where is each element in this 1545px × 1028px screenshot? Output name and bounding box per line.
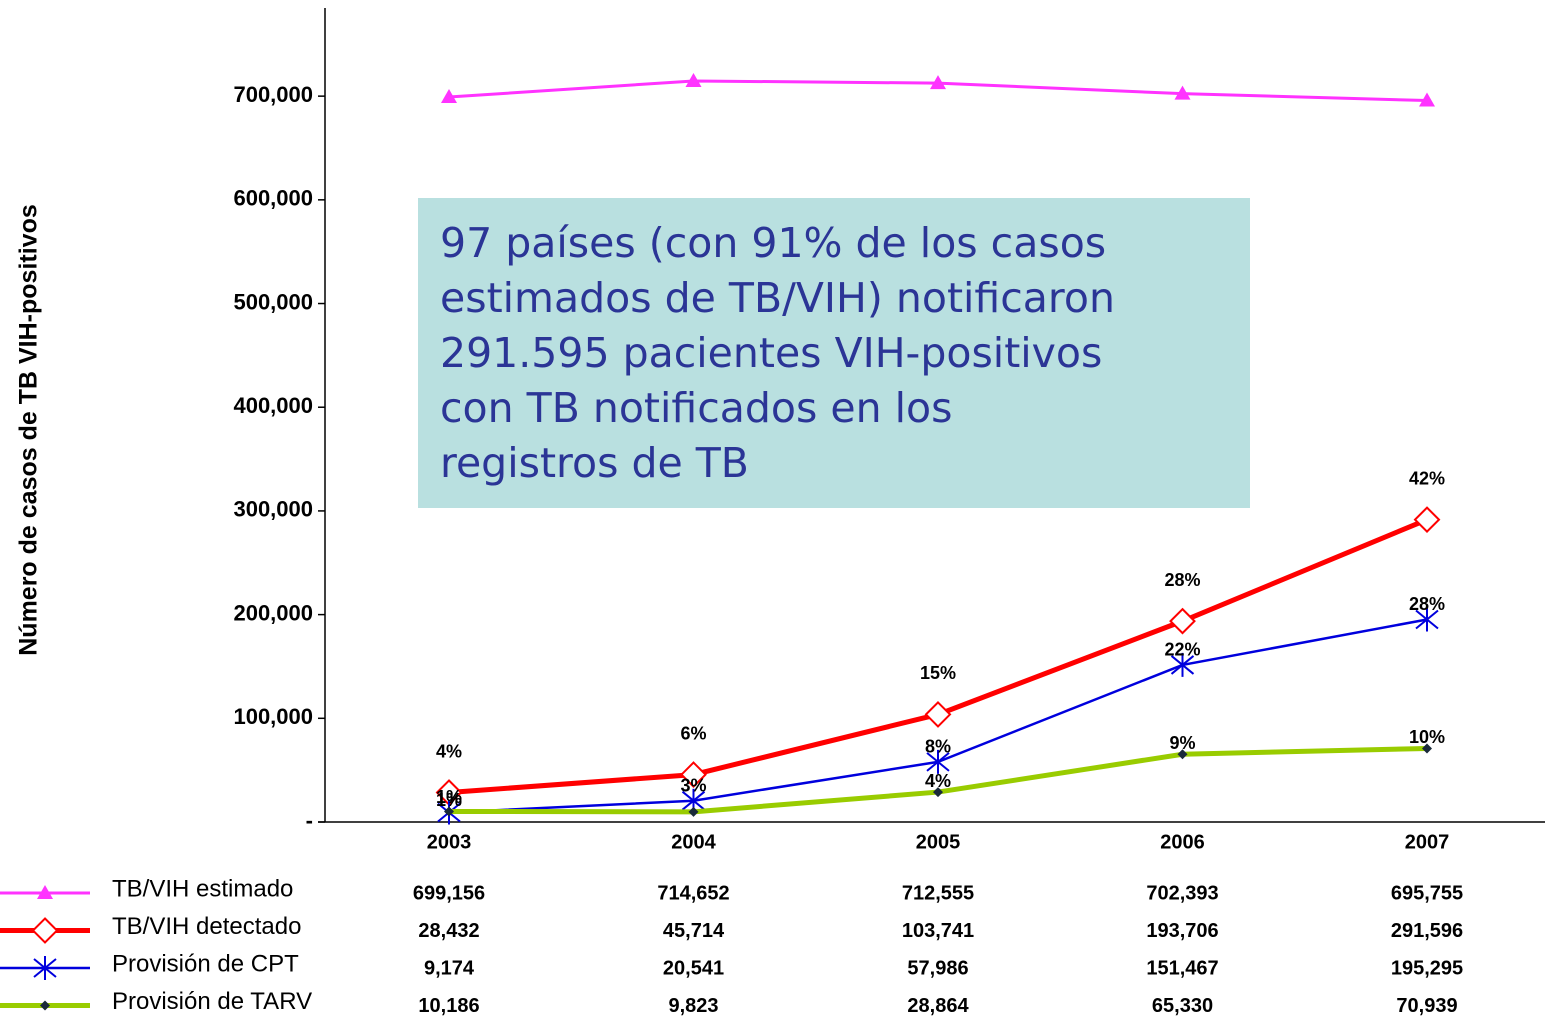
x-tick-label: 2005 <box>916 831 961 853</box>
marker <box>688 806 699 817</box>
legend-label: TB/VIH detectado <box>112 913 301 940</box>
table-cell: 702,393 <box>1146 882 1218 904</box>
y-tick-label: 700,000 <box>233 82 313 107</box>
table-cell: 9,823 <box>668 995 718 1017</box>
x-tick-label: 2003 <box>427 831 472 853</box>
annotation-box <box>418 198 1250 508</box>
table-cell: 193,706 <box>1146 920 1218 942</box>
legend-marker <box>33 956 57 980</box>
y-tick-label: 400,000 <box>233 393 313 418</box>
x-tick-label: 2007 <box>1405 831 1450 853</box>
legend-label: Provisión de CPT <box>112 950 299 977</box>
percent-label: 4% <box>436 741 462 761</box>
percent-label: 3% <box>680 775 706 795</box>
marker <box>1169 607 1196 635</box>
table-cell: 28,864 <box>907 995 969 1017</box>
table-cell: 712,555 <box>902 882 974 904</box>
y-tick-label: 500,000 <box>233 289 313 314</box>
marker <box>1422 743 1432 754</box>
percent-label: 10% <box>1409 727 1445 747</box>
percent-label: 4% <box>925 771 951 791</box>
marker <box>933 787 943 798</box>
percent-label: 28% <box>1409 594 1445 614</box>
marker <box>1174 85 1191 100</box>
y-tick-label: 200,000 <box>233 600 313 625</box>
marker <box>930 75 946 90</box>
table-cell: 195,295 <box>1391 957 1463 979</box>
table-cell: 291,596 <box>1391 920 1463 942</box>
percent-label: 22% <box>1164 640 1200 660</box>
percent-label: 15% <box>920 663 956 683</box>
marker <box>1419 92 1435 107</box>
marker <box>1170 652 1195 677</box>
y-tick-label: - <box>306 808 313 833</box>
x-tick-label: 2004 <box>671 831 716 853</box>
marker <box>924 701 952 728</box>
percent-label: 1% <box>436 790 462 810</box>
legend-marker <box>37 885 53 899</box>
annotation-text: 291.595 pacientes VIH-positivos <box>440 329 1102 377</box>
percent-label: 28% <box>1164 570 1200 590</box>
table-cell: 20,541 <box>663 957 724 979</box>
annotation-text: registros de TB <box>440 439 749 487</box>
y-tick-label: 600,000 <box>233 186 313 211</box>
table-cell: 65,330 <box>1152 995 1213 1017</box>
legend-label: Provisión de TARV <box>112 988 312 1015</box>
y-tick-label: 100,000 <box>233 704 313 729</box>
table-cell: 45,714 <box>663 920 725 942</box>
percent-label: 6% <box>680 723 706 743</box>
percent-label: 1% <box>436 787 462 807</box>
annotation-text: estimados de TB/VIH) notificaron <box>440 274 1115 322</box>
annotation-text: 97 países (con 91% de los casos <box>440 219 1106 267</box>
percent-label: 9% <box>1169 733 1195 753</box>
table-cell: 714,652 <box>657 882 729 904</box>
table-cell: 10,186 <box>418 995 479 1017</box>
percent-label: 42% <box>1409 468 1445 488</box>
marker <box>1415 607 1439 632</box>
table-cell: 699,156 <box>413 882 485 904</box>
table-cell: 57,986 <box>907 957 968 979</box>
marker <box>444 806 454 817</box>
legend-label: TB/VIH estimado <box>112 875 293 902</box>
table-cell: 103,741 <box>902 920 974 942</box>
table-cell: 70,939 <box>1396 995 1457 1017</box>
table-cell: 151,467 <box>1146 957 1218 979</box>
annotation-text: con TB notificados en los <box>440 384 952 432</box>
legend-marker <box>40 1000 50 1011</box>
marker <box>926 749 950 774</box>
marker <box>1413 506 1441 534</box>
marker <box>441 89 457 104</box>
x-tick-label: 2006 <box>1160 831 1205 853</box>
marker <box>1177 749 1188 760</box>
table-cell: 28,432 <box>418 920 479 942</box>
marker <box>680 761 707 789</box>
marker <box>685 72 702 87</box>
percent-label: 8% <box>925 737 951 757</box>
table-cell: 695,755 <box>1391 882 1463 904</box>
table-cell: 9,174 <box>424 957 475 979</box>
y-axis-label: Número de casos de TB VIH-positivos <box>15 204 43 656</box>
y-tick-label: 300,000 <box>233 497 313 522</box>
legend-marker <box>31 917 59 944</box>
